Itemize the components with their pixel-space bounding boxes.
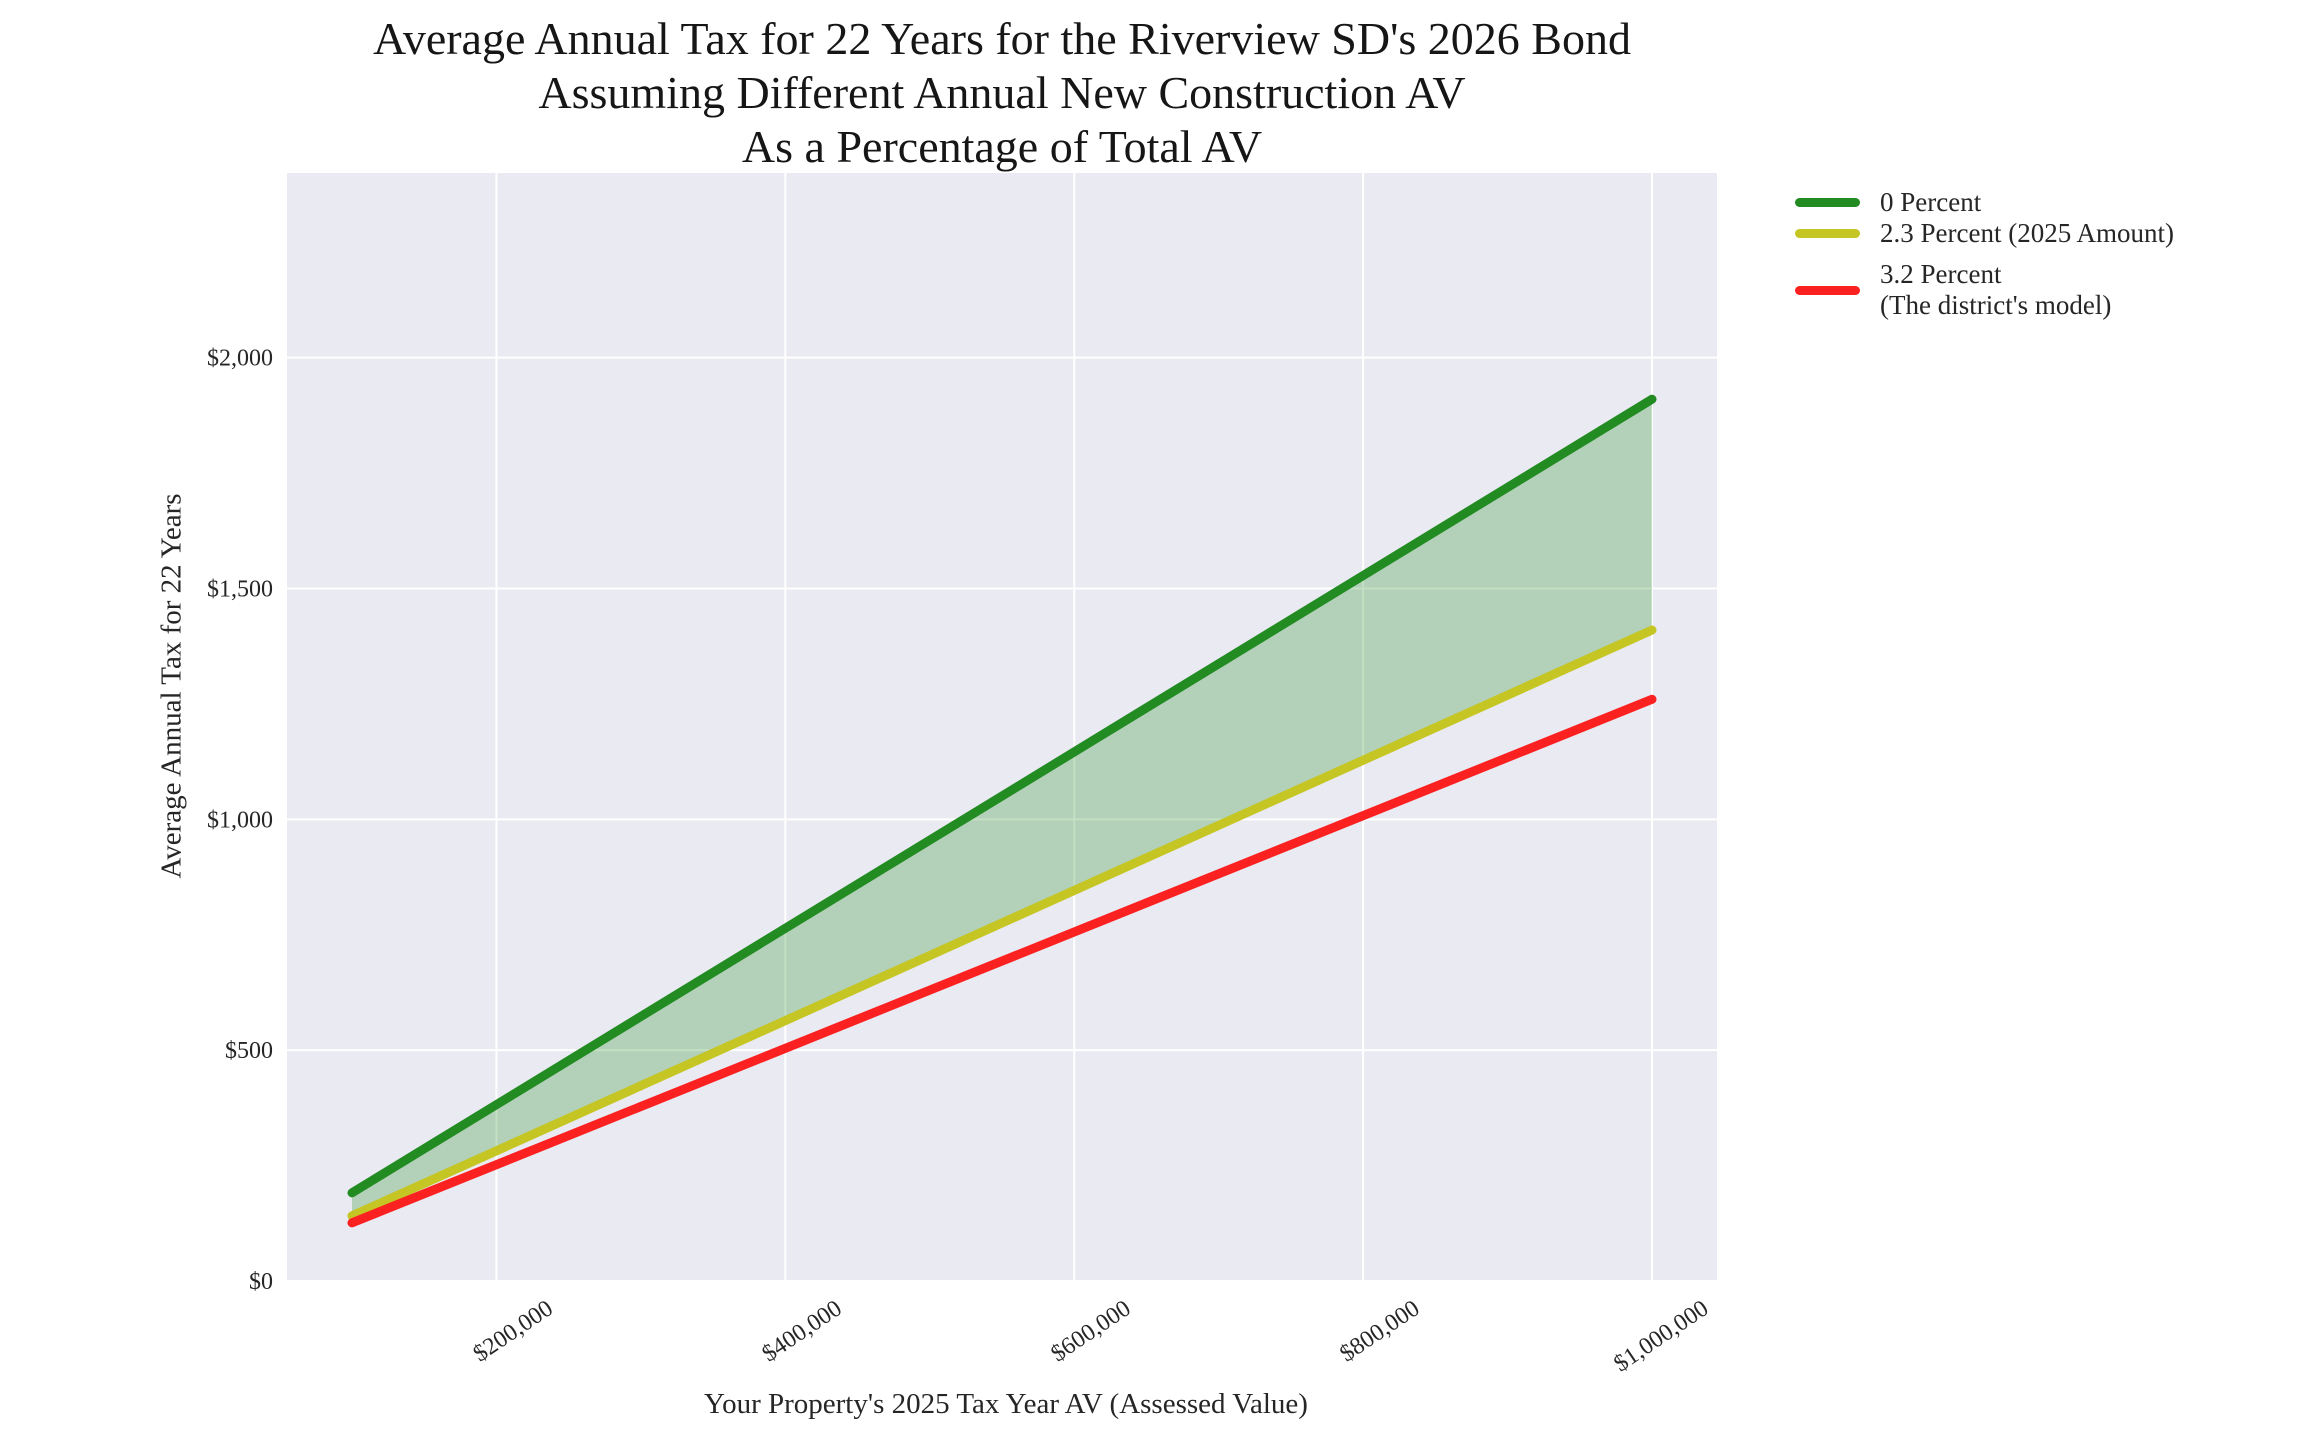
chart-title: Average Annual Tax for 22 Years for the … xyxy=(287,12,1717,174)
chart-title-line-1: Average Annual Tax for 22 Years for the … xyxy=(373,13,1631,64)
x-tick-label: $600,000 xyxy=(1046,1295,1135,1367)
legend: 0 Percent 2.3 Percent (2025 Amount) 3.2 … xyxy=(1795,179,2174,321)
y-tick-label: $500 xyxy=(225,1038,273,1064)
legend-label: 0 Percent xyxy=(1880,187,1982,217)
legend-swatch-red-line xyxy=(1795,285,1860,295)
chart-title-line-3: As a Percentage of Total AV xyxy=(741,121,1263,172)
legend-swatch-green-line xyxy=(1795,198,1860,207)
y-tick-label: $1,000 xyxy=(207,807,273,833)
legend-swatch-yellow-line xyxy=(1795,229,1860,238)
legend-label-line-1: 3.2 Percent xyxy=(1880,259,2002,289)
x-tick-label: $200,000 xyxy=(469,1295,558,1367)
chart-title-line-2: Assuming Different Annual New Constructi… xyxy=(538,67,1466,118)
y-tick-label: $0 xyxy=(249,1269,273,1295)
legend-label-line-2: (The district's model) xyxy=(1880,290,2112,320)
y-tick-label: $1,500 xyxy=(207,577,273,603)
x-tick-label: $800,000 xyxy=(1335,1295,1424,1367)
x-tick-label: $400,000 xyxy=(758,1295,847,1367)
band-fill xyxy=(352,399,1652,1216)
legend-label: 3.2 Percent (The district's model) xyxy=(1880,259,2111,321)
series-line-0-percent xyxy=(347,394,1657,1198)
y-tick-label: $2,000 xyxy=(207,346,273,372)
y-axis-label: Average Annual Tax for 22 Years xyxy=(155,493,188,879)
legend-item-2-3-percent: 2.3 Percent (2025 Amount) xyxy=(1795,218,2174,249)
x-tick-label: $1,000,000 xyxy=(1609,1295,1713,1377)
legend-label: 2.3 Percent (2025 Amount) xyxy=(1880,218,2174,248)
series-line-2-3-percent-2025-amount xyxy=(347,625,1657,1221)
legend-item-0-percent: 0 Percent xyxy=(1795,187,2174,218)
legend-item-3-2-percent: 3.2 Percent (The district's model) xyxy=(1795,259,2174,321)
x-axis-label: Your Property's 2025 Tax Year AV (Assess… xyxy=(704,1388,1308,1420)
series-line-3-2-percent-the-district-s-model xyxy=(347,694,1657,1228)
